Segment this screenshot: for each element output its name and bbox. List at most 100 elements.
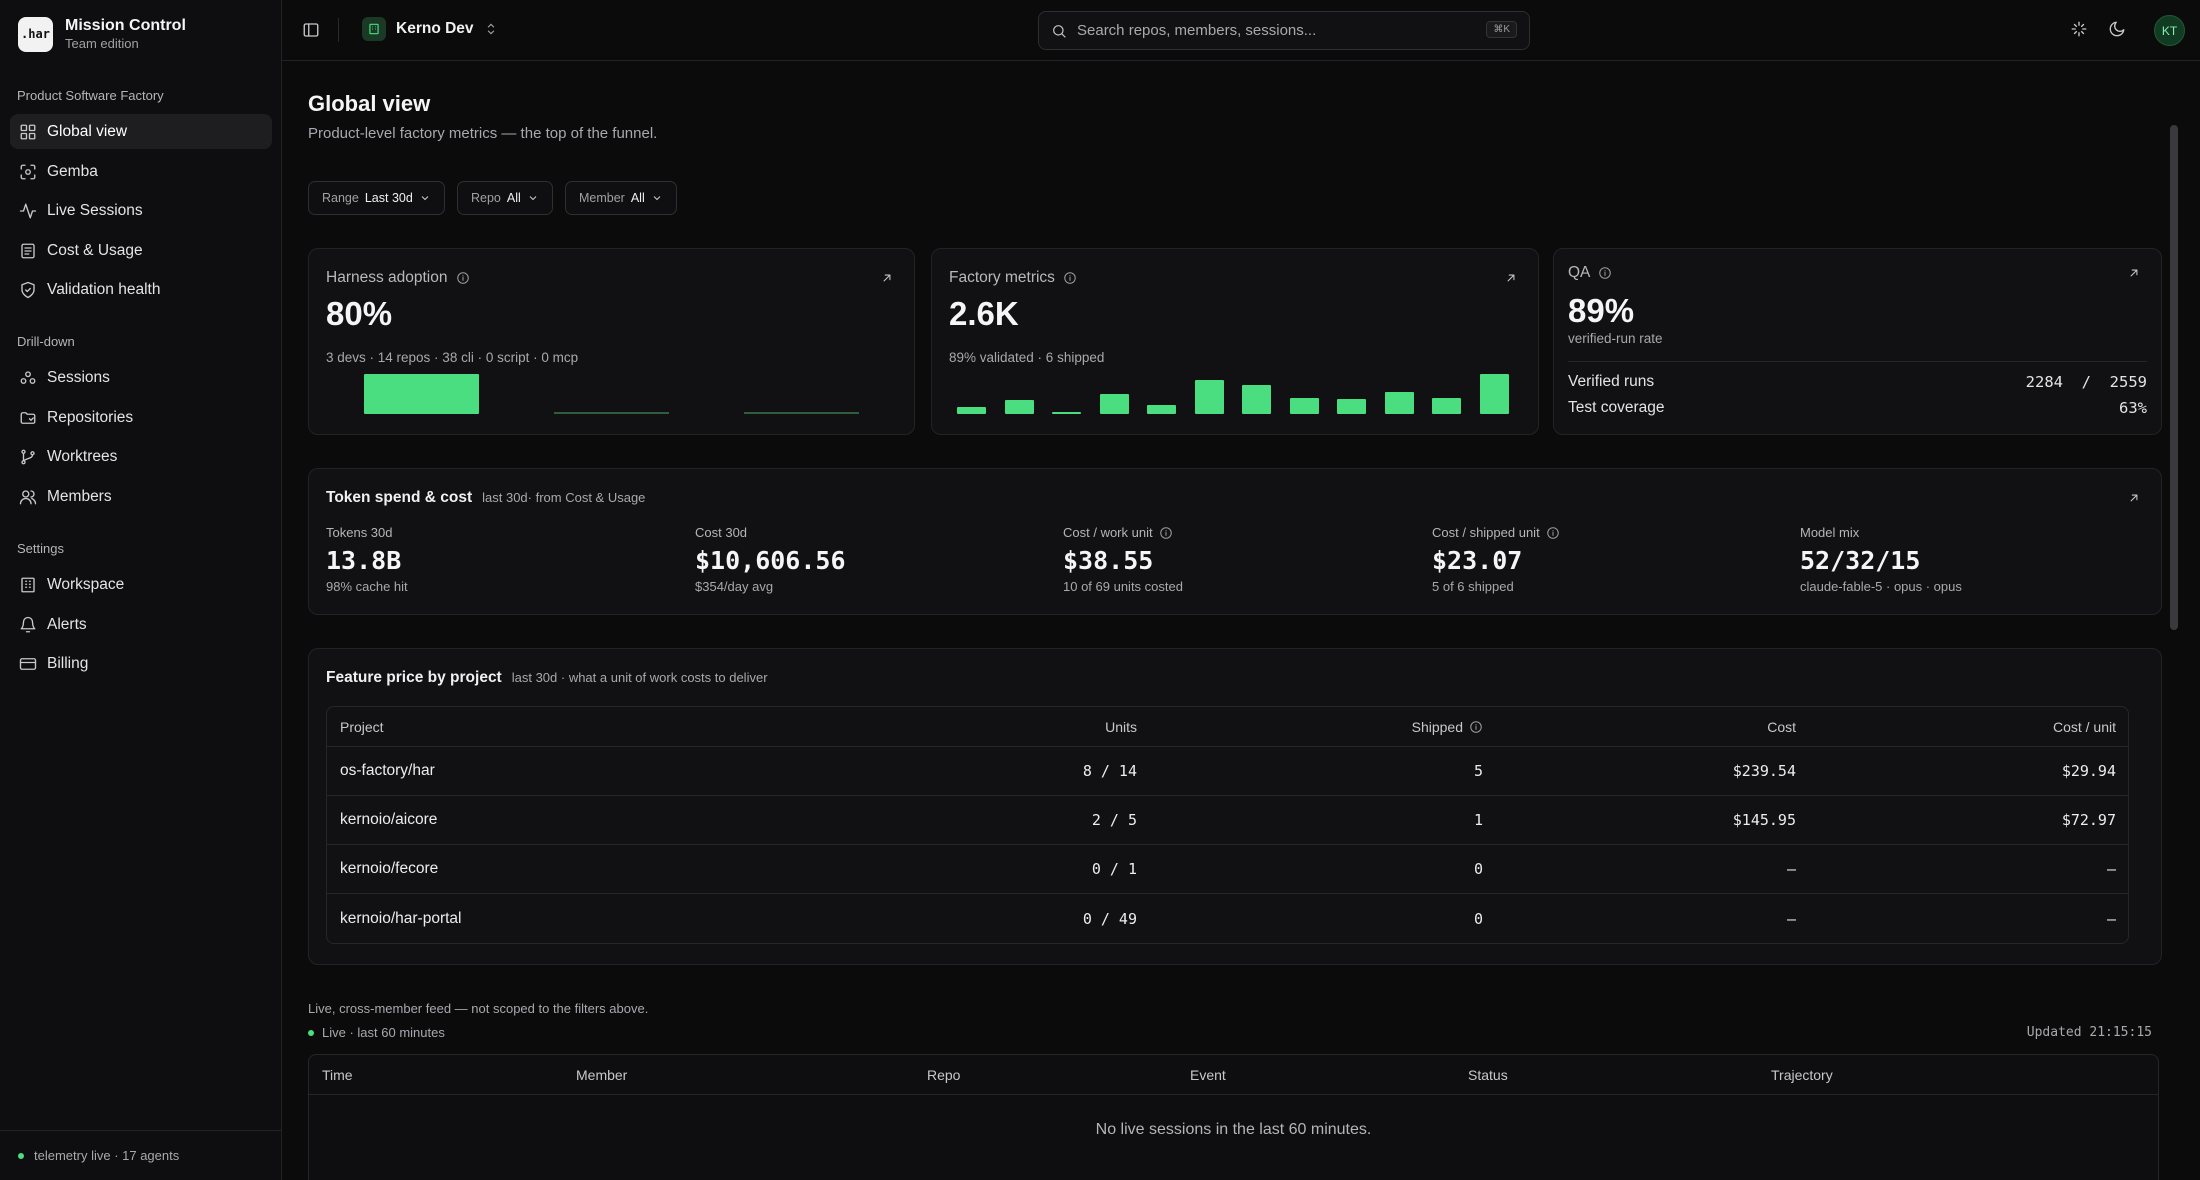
info-icon[interactable]	[1063, 271, 1077, 285]
live-feed-note: Live, cross-member feed — not scoped to …	[308, 1001, 649, 1016]
table-row[interactable]: kernoio/aicore 2 / 5 1 $145.95 $72.97	[327, 796, 2128, 845]
main-content: Global view Product-level factory metric…	[282, 61, 2182, 1180]
card-title: Harness adoption	[326, 269, 470, 287]
filter-range[interactable]: Range Last 30d	[308, 181, 445, 215]
qa-row-value: 2284 / 2559	[2025, 373, 2147, 391]
card-title-text: QA	[1568, 264, 1591, 281]
chevron-down-icon	[529, 196, 537, 201]
metric-label: Model mix	[1800, 525, 1860, 540]
cell-project[interactable]: kernoio/fecore	[340, 860, 439, 877]
info-icon[interactable]	[1159, 526, 1173, 540]
chart-bar	[1479, 374, 1509, 414]
shield-check-icon	[21, 281, 35, 298]
table-row[interactable]: os-factory/har 8 / 14 5 $239.54 $29.94	[327, 747, 2128, 796]
scrollbar[interactable]	[2170, 125, 2178, 630]
col-header-time[interactable]: Time	[322, 1067, 353, 1083]
metric-value: $10,606.56	[695, 546, 846, 575]
info-icon[interactable]	[1469, 720, 1483, 734]
bell-icon	[20, 616, 36, 632]
sidebar-toggle-icon[interactable]	[302, 21, 320, 39]
sidebar-item-gemba[interactable]: Gemba	[10, 154, 272, 189]
brand[interactable]: .har Mission Control Team edition	[18, 16, 186, 52]
avatar[interactable]: KT	[2154, 15, 2185, 46]
search-box[interactable]: ⌘K	[1038, 11, 1530, 50]
table-header: Time Member Repo Event Status Trajectory	[309, 1055, 2158, 1095]
cell-project[interactable]: kernoio/aicore	[340, 811, 438, 828]
sidebar: .har Mission Control Team edition Produc…	[0, 0, 282, 1180]
live-dot	[308, 1029, 314, 1036]
search-input[interactable]	[1077, 22, 1477, 39]
cell-cost-per-unit: –	[2106, 860, 2116, 878]
col-header-units[interactable]: Units	[1105, 718, 1137, 735]
card-title: Feature price by project	[326, 669, 502, 686]
col-header-event[interactable]: Event	[1190, 1067, 1226, 1083]
sidebar-item-workspace[interactable]: Workspace	[10, 567, 272, 602]
col-header-trajectory[interactable]: Trajectory	[1771, 1067, 1833, 1083]
cell-shipped: 5	[1473, 762, 1483, 780]
sparkle-icon[interactable]	[2070, 20, 2088, 38]
col-header-member[interactable]: Member	[576, 1067, 628, 1083]
sidebar-item-alerts[interactable]: Alerts	[10, 607, 272, 642]
chart-bar	[1337, 399, 1366, 414]
sidebar-item-billing[interactable]: Billing	[10, 646, 272, 681]
sidebar-item-cost-usage[interactable]: Cost & Usage	[10, 233, 272, 268]
moon-icon[interactable]	[2108, 20, 2126, 38]
empty-state: No live sessions in the last 60 minutes.	[1095, 1121, 1372, 1138]
card-token-spend[interactable]: Token spend & cost last 30d· from Cost &…	[308, 468, 2162, 615]
info-icon[interactable]	[1598, 266, 1612, 280]
metric-cost-per-shipped-unit: Cost / shipped unit $23.07 5 of 6 shippe…	[1432, 525, 1560, 594]
grid-icon	[20, 124, 36, 139]
col-header-shipped[interactable]: Shipped	[1137, 719, 1483, 735]
card-harness-adoption[interactable]: Harness adoption 80% 3 devs · 14 repos ·…	[308, 248, 915, 435]
cell-units: 0 / 49	[1082, 909, 1137, 928]
filter-member[interactable]: Member All	[565, 181, 677, 215]
metric-sub: 98% cache hit	[326, 579, 408, 594]
telemetry-status: telemetry live · 17 agents	[34, 1148, 180, 1163]
card-title-text: Harness adoption	[326, 269, 448, 286]
topbar: Kerno Dev ⌘K KT	[282, 0, 2200, 61]
workspace-switcher[interactable]: Kerno Dev	[362, 17, 498, 41]
cell-cost-per-unit: $29.94	[2061, 762, 2116, 780]
col-header-cost-per-unit[interactable]: Cost / unit	[2052, 718, 2116, 735]
metric-value: 13.8B	[326, 546, 402, 575]
col-header-project[interactable]: Project	[340, 718, 384, 735]
sidebar-item-label: Alerts	[47, 615, 87, 633]
table-row[interactable]: kernoio/fecore 0 / 1 0 – –	[327, 845, 2128, 894]
divider	[338, 18, 339, 42]
table-row[interactable]: kernoio/har-portal 0 / 49 0 – –	[327, 894, 2128, 943]
sidebar-item-repositories[interactable]: Repositories	[10, 400, 272, 435]
filter-repo[interactable]: Repo All	[457, 181, 553, 215]
info-icon[interactable]	[1546, 526, 1560, 540]
cell-cost-per-unit: $72.97	[2061, 811, 2116, 829]
info-icon[interactable]	[456, 271, 470, 285]
expand-icon[interactable]	[1504, 271, 1518, 285]
feature-price-table: Project Units Shipped Cost Cost / unit o…	[326, 706, 2129, 944]
col-header-status[interactable]: Status	[1468, 1067, 1508, 1083]
cell-project[interactable]: os-factory/har	[340, 762, 435, 779]
filter-value: Last 30d	[364, 191, 413, 205]
cell-shipped: 0	[1473, 909, 1483, 928]
live-sessions-table: Time Member Repo Event Status Trajectory…	[308, 1054, 2159, 1180]
sidebar-item-worktrees[interactable]: Worktrees	[10, 439, 272, 474]
cell-cost-per-unit: –	[2106, 909, 2116, 928]
card-value: 80%	[326, 295, 393, 332]
card-qa[interactable]: QA 89% verified-run rate Verified runs 2…	[1553, 248, 2162, 435]
chart-bar	[1147, 404, 1176, 414]
expand-icon[interactable]	[2127, 491, 2141, 505]
sidebar-item-live-sessions[interactable]: Live Sessions	[10, 193, 272, 228]
metric-label: Tokens 30d	[326, 525, 393, 540]
factory-bar-chart	[949, 374, 1522, 416]
metric-model-mix: Model mix 52/32/15 claude-fable-5 · opus…	[1800, 525, 1962, 594]
sidebar-item-members[interactable]: Members	[10, 479, 272, 514]
sidebar-item-sessions[interactable]: Sessions	[10, 360, 272, 395]
workspace-icon	[362, 17, 386, 41]
expand-icon[interactable]	[2127, 266, 2141, 280]
cell-project[interactable]: kernoio/har-portal	[340, 909, 462, 927]
receipt-icon	[21, 243, 35, 258]
sidebar-item-validation-health[interactable]: Validation health	[10, 272, 272, 307]
expand-icon[interactable]	[880, 271, 894, 285]
col-header-repo[interactable]: Repo	[927, 1067, 961, 1083]
sidebar-item-global-view[interactable]: Global view	[10, 114, 272, 149]
card-factory-metrics[interactable]: Factory metrics 2.6K 89% validated · 6 s…	[931, 248, 1539, 435]
col-header-cost[interactable]: Cost	[1767, 718, 1796, 735]
